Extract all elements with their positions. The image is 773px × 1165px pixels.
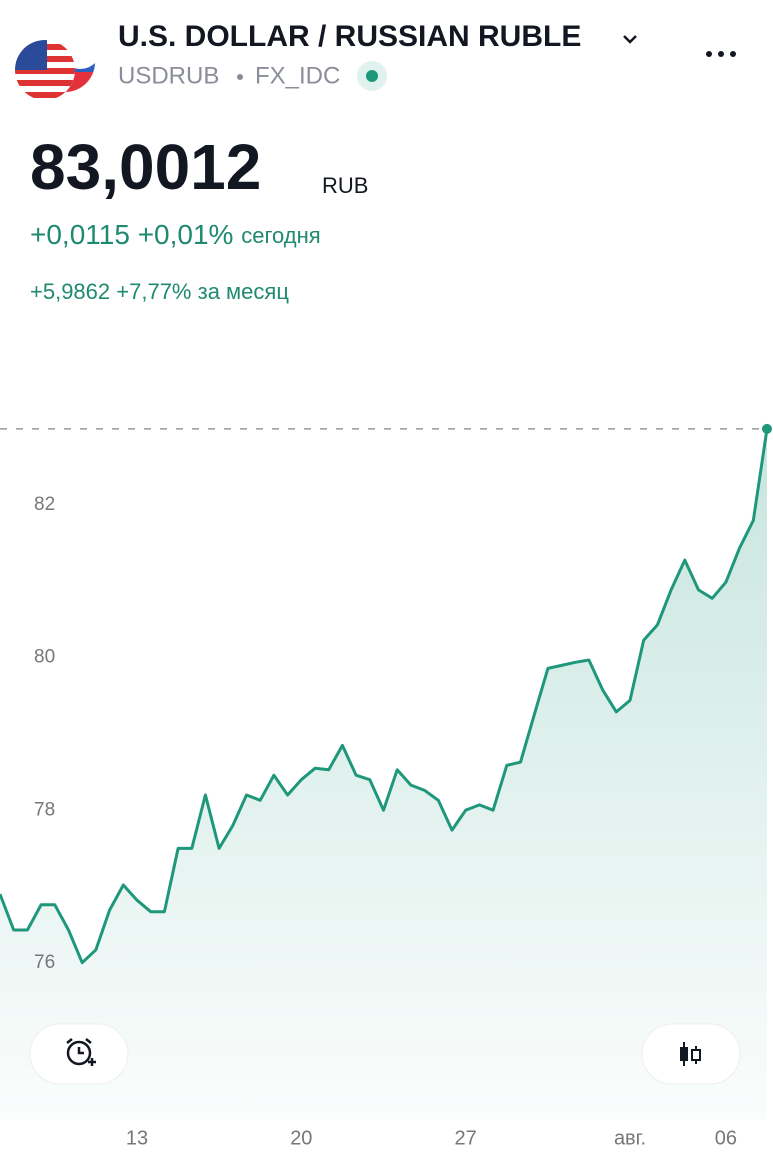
- change-row: +0,0115 +0,01% сегодня: [30, 219, 321, 250]
- symbol: USDRUB: [118, 62, 219, 89]
- x-tick-label: 20: [290, 1127, 312, 1149]
- exchange: FX_IDC: [255, 62, 340, 89]
- y-tick-label: 78: [34, 799, 55, 820]
- alert-button[interactable]: [29, 1023, 129, 1085]
- month-row: +5,9862 +7,77% за месяц: [30, 279, 289, 304]
- y-tick-label: 82: [34, 494, 55, 515]
- month-change: +5,9862: [30, 279, 110, 304]
- x-tick-label: 13: [126, 1127, 148, 1149]
- currency: RUB: [322, 173, 368, 198]
- x-tick-label: 27: [455, 1127, 477, 1149]
- change-period: сегодня: [241, 223, 320, 248]
- x-tick-label: авг.: [614, 1127, 646, 1149]
- separator: [237, 74, 243, 80]
- change: +0,0115: [30, 219, 130, 250]
- status-dot: [366, 70, 378, 82]
- area-fill: [0, 428, 767, 1120]
- price-line: [0, 428, 769, 965]
- last-point: [762, 423, 772, 434]
- title: U.S. DOLLAR / RUSSIAN RUBLE: [118, 20, 581, 53]
- y-tick-label: 80: [34, 647, 55, 668]
- month-period: за месяц: [198, 279, 290, 304]
- flag-icon: [15, 25, 102, 100]
- dropdown-chevron[interactable]: [623, 35, 637, 44]
- more-menu[interactable]: [706, 51, 736, 57]
- month-change-pct: +7,77%: [116, 279, 191, 304]
- chart-type-button[interactable]: [641, 1023, 741, 1085]
- price: 83,0012: [30, 131, 261, 203]
- x-tick-label: 06: [715, 1127, 737, 1149]
- change-pct: +0,01%: [138, 219, 234, 250]
- chart: 76788082132027авг.06: [0, 423, 772, 1149]
